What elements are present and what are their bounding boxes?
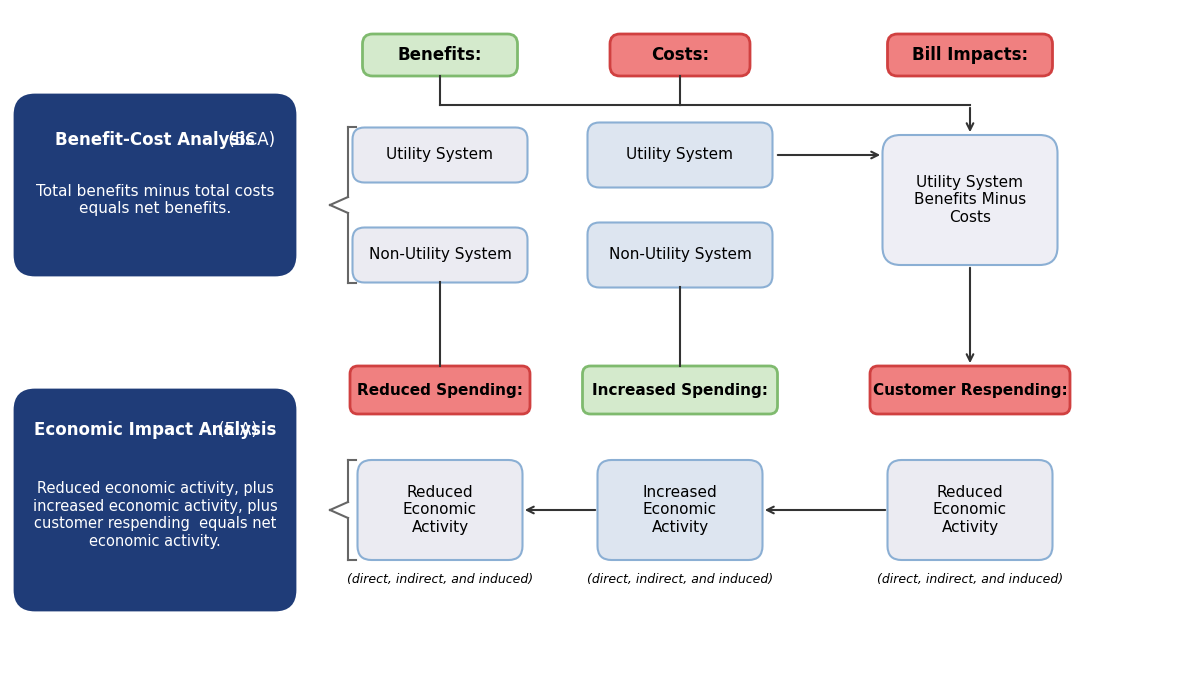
Text: Increased
Economic
Activity: Increased Economic Activity — [643, 485, 718, 535]
Text: Non-Utility System: Non-Utility System — [368, 248, 511, 263]
FancyBboxPatch shape — [350, 366, 530, 414]
FancyBboxPatch shape — [598, 460, 762, 560]
FancyBboxPatch shape — [358, 460, 522, 560]
FancyBboxPatch shape — [588, 122, 773, 188]
Text: Increased Spending:: Increased Spending: — [592, 383, 768, 398]
Text: Benefits:: Benefits: — [397, 46, 482, 64]
Text: Utility System: Utility System — [626, 148, 733, 163]
Text: Reduced Spending:: Reduced Spending: — [358, 383, 523, 398]
Text: Utility System: Utility System — [386, 148, 493, 163]
Text: Benefit-Cost Analysis: Benefit-Cost Analysis — [55, 131, 254, 149]
FancyBboxPatch shape — [353, 128, 528, 182]
Text: (EIA): (EIA) — [214, 421, 258, 439]
Text: Customer Respending:: Customer Respending: — [872, 383, 1067, 398]
FancyBboxPatch shape — [362, 34, 517, 76]
Text: Non-Utility System: Non-Utility System — [608, 248, 751, 263]
Text: Costs:: Costs: — [650, 46, 709, 64]
Text: Total benefits minus total costs
equals net benefits.: Total benefits minus total costs equals … — [36, 184, 275, 216]
Text: Reduced
Economic
Activity: Reduced Economic Activity — [932, 485, 1007, 535]
Text: (direct, indirect, and induced): (direct, indirect, and induced) — [347, 574, 533, 587]
FancyBboxPatch shape — [882, 135, 1057, 265]
FancyBboxPatch shape — [353, 227, 528, 283]
FancyBboxPatch shape — [14, 95, 295, 275]
Text: Economic Impact Analysis: Economic Impact Analysis — [34, 421, 276, 439]
Text: Reduced economic activity, plus
increased economic activity, plus
customer respe: Reduced economic activity, plus increase… — [32, 481, 277, 549]
Text: Bill Impacts:: Bill Impacts: — [912, 46, 1028, 64]
Text: (direct, indirect, and induced): (direct, indirect, and induced) — [587, 574, 773, 587]
Text: Utility System
Benefits Minus
Costs: Utility System Benefits Minus Costs — [914, 175, 1026, 225]
Text: (direct, indirect, and induced): (direct, indirect, and induced) — [877, 574, 1063, 587]
FancyBboxPatch shape — [610, 34, 750, 76]
FancyBboxPatch shape — [888, 460, 1052, 560]
FancyBboxPatch shape — [14, 390, 295, 610]
FancyBboxPatch shape — [588, 223, 773, 288]
FancyBboxPatch shape — [582, 366, 778, 414]
Text: (BCA): (BCA) — [223, 131, 275, 149]
FancyBboxPatch shape — [888, 34, 1052, 76]
Text: Reduced
Economic
Activity: Reduced Economic Activity — [403, 485, 478, 535]
FancyBboxPatch shape — [870, 366, 1070, 414]
